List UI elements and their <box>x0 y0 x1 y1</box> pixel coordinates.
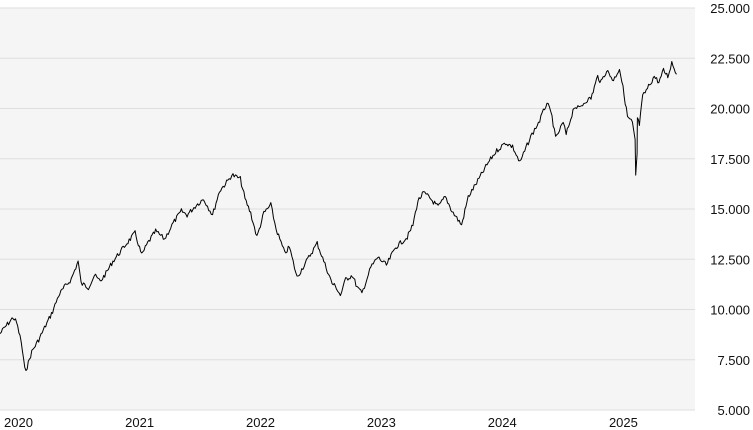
x-tick-label: 2022 <box>246 415 275 430</box>
x-axis: 2020 2021 2022 2023 2024 2025 <box>4 415 638 430</box>
y-tick-label: 5.000 <box>717 403 750 418</box>
x-tick-label: 2020 <box>4 415 33 430</box>
y-tick-label: 20.000 <box>710 102 750 117</box>
y-tick-label: 12.500 <box>710 252 750 267</box>
y-tick-label: 10.000 <box>710 303 750 318</box>
y-tick-label: 22.500 <box>710 51 750 66</box>
x-tick-label: 2024 <box>488 415 517 430</box>
y-tick-label: 25.000 <box>710 1 750 16</box>
grid <box>0 7 695 411</box>
y-axis: 5.000 7.500 10.000 12.500 15.000 17.500 20.000… <box>710 1 750 418</box>
y-tick-label: 15.000 <box>710 202 750 217</box>
x-tick-label: 2023 <box>367 415 396 430</box>
price-series-line <box>0 61 677 371</box>
y-tick-label: 7.500 <box>717 353 750 368</box>
x-tick-label: 2025 <box>609 415 638 430</box>
y-tick-label: 17.500 <box>710 152 750 167</box>
series-layer <box>0 61 677 371</box>
x-tick-label: 2021 <box>125 415 154 430</box>
